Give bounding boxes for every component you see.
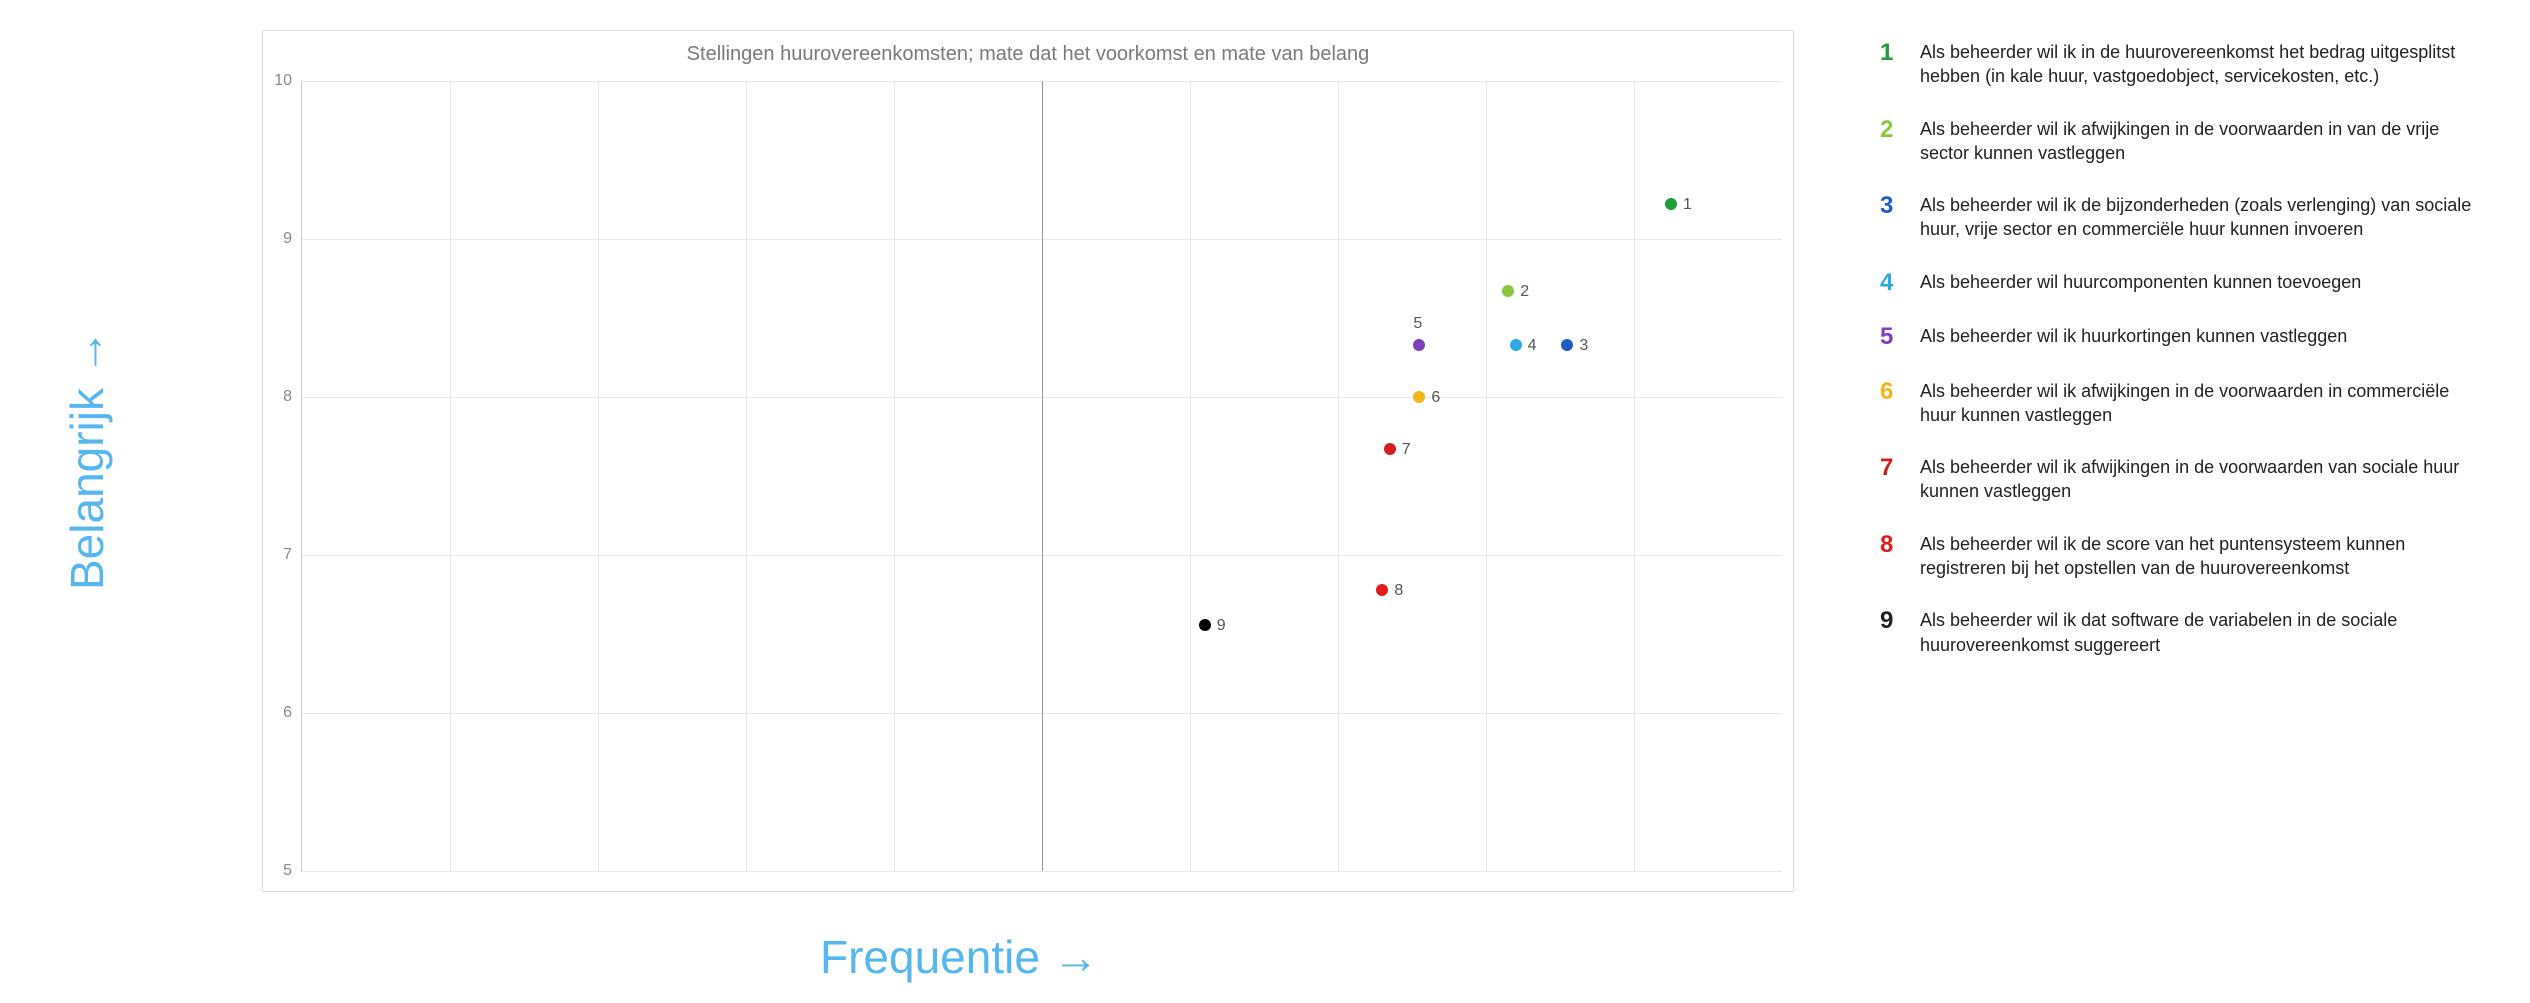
- legend-number: 4: [1880, 270, 1902, 296]
- data-point: [1199, 619, 1211, 631]
- legend-text: Als beheerder wil ik de bijzonderheden (…: [1920, 193, 2480, 242]
- legend-text: Als beheerder wil ik huurkortingen kunne…: [1920, 324, 2347, 348]
- data-point-label: 8: [1394, 582, 1403, 600]
- legend-number: 7: [1880, 455, 1902, 481]
- legend-text: Als beheerder wil huurcomponenten kunnen…: [1920, 270, 2361, 294]
- legend-number: 6: [1880, 379, 1902, 405]
- legend-number: 8: [1880, 532, 1902, 558]
- legend-text: Als beheerder wil ik afwijkingen in de v…: [1920, 455, 2480, 504]
- legend-number: 2: [1880, 117, 1902, 143]
- gridline-vertical: [746, 81, 747, 871]
- y-tick-label: 9: [252, 230, 292, 248]
- y-axis-text: Belangrijk: [61, 388, 113, 590]
- gridline-vertical: [1486, 81, 1487, 871]
- gridline-vertical: [1634, 81, 1635, 871]
- data-point-label: 1: [1683, 196, 1692, 214]
- legend-item: 3 Als beheerder wil ik de bijzonderheden …: [1880, 193, 2480, 242]
- y-tick-label: 6: [252, 704, 292, 722]
- legend-number: 1: [1880, 40, 1902, 66]
- legend-number: 5: [1880, 324, 1902, 350]
- data-point: [1413, 391, 1425, 403]
- legend-item: 7 Als beheerder wil ik afwijkingen in de …: [1880, 455, 2480, 504]
- data-point-label: 2: [1520, 283, 1529, 301]
- gridline-vertical: [598, 81, 599, 871]
- legend-item: 8 Als beheerder wil ik de score van het p…: [1880, 532, 2480, 581]
- reference-vline: [1042, 81, 1043, 871]
- arrow-right-icon: →: [61, 329, 113, 375]
- data-point: [1413, 339, 1425, 351]
- x-axis-text: Frequentie: [820, 931, 1040, 983]
- data-point-label: 3: [1579, 337, 1588, 355]
- legend-text: Als beheerder wil ik afwijkingen in de v…: [1920, 117, 2480, 166]
- legend-item: 1 Als beheerder wil ik in de huurovereenk…: [1880, 40, 2480, 89]
- data-point: [1510, 339, 1522, 351]
- data-point-label: 5: [1413, 315, 1422, 333]
- legend-number: 3: [1880, 193, 1902, 219]
- gridline-vertical: [450, 81, 451, 871]
- legend-text: Als beheerder wil ik de score van het pu…: [1920, 532, 2480, 581]
- data-point-label: 7: [1402, 441, 1411, 459]
- legend-item: 6 Als beheerder wil ik afwijkingen in de …: [1880, 379, 2480, 428]
- gridline-vertical: [1190, 81, 1191, 871]
- gridline-vertical: [894, 81, 895, 871]
- arrow-right-icon: →: [1053, 931, 1099, 983]
- data-point: [1665, 198, 1677, 210]
- data-point: [1502, 285, 1514, 297]
- legend-item: 2 Als beheerder wil ik afwijkingen in de …: [1880, 117, 2480, 166]
- gridline-vertical: [1338, 81, 1339, 871]
- chart-title: Stellingen huurovereenkomsten; mate dat …: [263, 43, 1793, 66]
- data-point: [1561, 339, 1573, 351]
- y-tick-label: 10: [252, 72, 292, 90]
- data-point: [1376, 584, 1388, 596]
- data-point: [1384, 443, 1396, 455]
- legend-item: 9 Als beheerder wil ik dat software de va…: [1880, 608, 2480, 657]
- y-tick-label: 5: [252, 862, 292, 880]
- legend-number: 9: [1880, 608, 1902, 634]
- legend-text: Als beheerder wil ik afwijkingen in de v…: [1920, 379, 2480, 428]
- page: Belangrijk → Frequentie → Stellingen huu…: [0, 0, 2530, 1003]
- legend: 1 Als beheerder wil ik in de huurovereenk…: [1880, 40, 2480, 685]
- y-axis-label: Belangrijk →: [60, 329, 114, 590]
- legend-item: 4 Als beheerder wil huurcomponenten kunne…: [1880, 270, 2480, 296]
- data-point-label: 9: [1217, 617, 1226, 635]
- chart-plot-area: 5678910123456789: [301, 81, 1782, 872]
- data-point-label: 6: [1431, 389, 1440, 407]
- gridline-horizontal: [302, 871, 1782, 872]
- legend-text: Als beheerder wil ik in de huurovereenko…: [1920, 40, 2480, 89]
- data-point-label: 4: [1528, 337, 1537, 355]
- y-tick-label: 7: [252, 546, 292, 564]
- x-axis-label: Frequentie →: [820, 930, 1099, 984]
- legend-text: Als beheerder wil ik dat software de var…: [1920, 608, 2480, 657]
- chart-container: Stellingen huurovereenkomsten; mate dat …: [262, 30, 1794, 892]
- legend-item: 5 Als beheerder wil ik huurkortingen kunn…: [1880, 324, 2480, 350]
- y-tick-label: 8: [252, 388, 292, 406]
